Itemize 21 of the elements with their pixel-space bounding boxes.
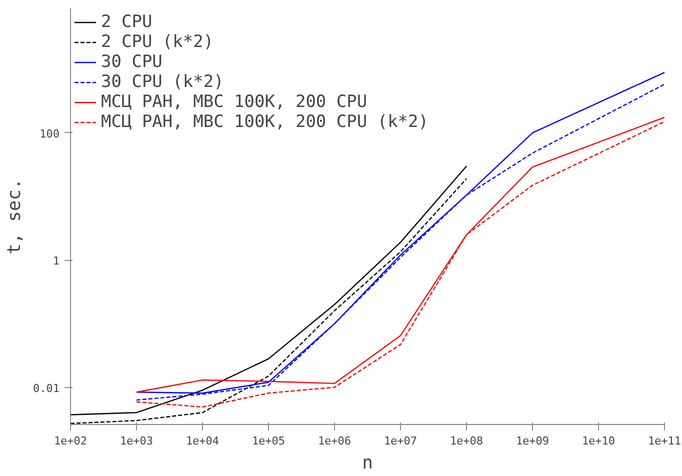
x-tick-label: 1e+03 [120,434,154,448]
x-tick-label: 1e+08 [450,434,484,448]
x-axis-title: n [362,452,373,474]
y-tick-label: 0.01 [33,382,60,395]
legend-label: 30 CPU [101,52,162,72]
y-tick-label: 100 [40,127,60,140]
legend-label: МСЦ РАН, МВС 100К, 200 CPU [101,92,368,112]
x-tick-label: 1e+07 [384,434,418,448]
legend-label: 2 CPU (k*2) [101,32,214,52]
y-axis-title: t, sec. [4,178,26,254]
legend-label: 2 CPU [101,12,152,32]
x-tick-label: 1e+05 [252,434,286,448]
x-tick-label: 1e+04 [186,434,220,448]
legend-label: МСЦ РАН, МВС 100К, 200 CPU (k*2) [101,112,429,132]
x-tick-label: 1e+02 [54,434,88,448]
x-tick-label: 1e+10 [582,434,616,448]
x-tick-label: 1e+09 [516,434,550,448]
x-tick-label: 1e+06 [318,434,352,448]
x-tick-label: 1e+11 [648,434,682,448]
legend-label: 30 CPU (k*2) [101,72,224,92]
y-tick-label: 1 [52,254,60,268]
